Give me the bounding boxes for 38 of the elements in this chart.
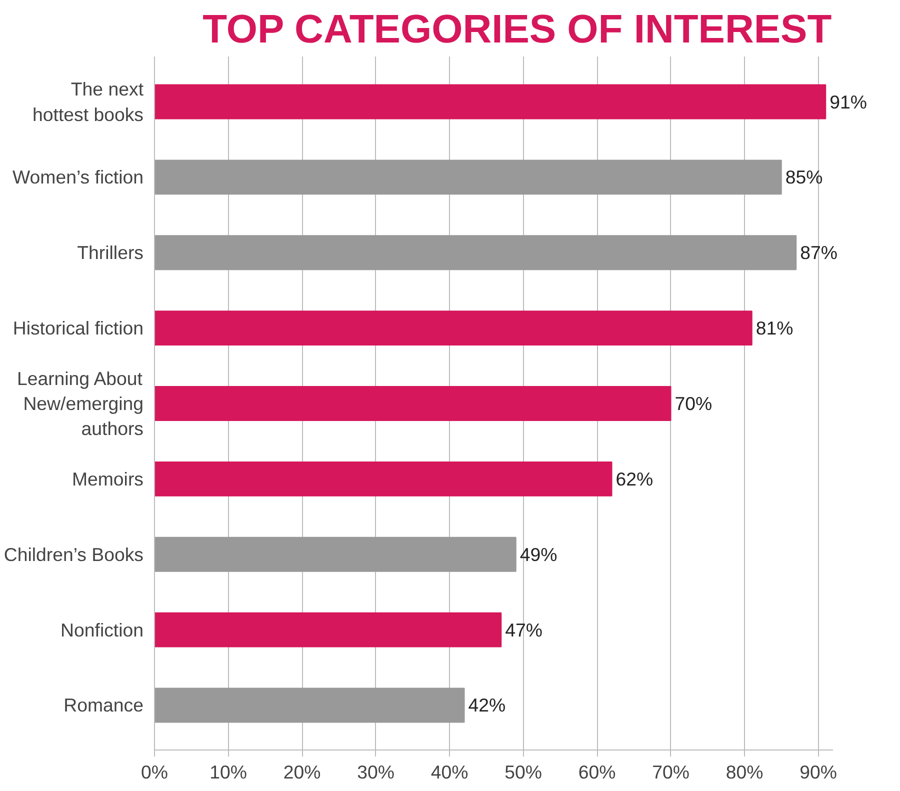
- y-tick-label: Women’s fiction: [12, 166, 144, 188]
- x-tick-label: 40%: [430, 762, 468, 782]
- y-tick-label: Romance: [64, 694, 144, 716]
- bar: [154, 688, 465, 723]
- data-label: 49%: [520, 544, 558, 565]
- x-tick-label: 60%: [578, 762, 616, 782]
- data-label: 47%: [505, 619, 542, 640]
- bar: [154, 612, 502, 648]
- data-label: 87%: [800, 242, 838, 264]
- chart-title: TOP CATEGORIES OF INTEREST: [202, 8, 832, 52]
- y-tick-label: Nonfiction: [60, 619, 144, 640]
- bar: [154, 536, 516, 572]
- bar: [154, 160, 782, 195]
- y-tick-label: Learning About New/emerging authors: [16, 368, 144, 440]
- x-tick-label: 10%: [210, 762, 247, 782]
- data-label: 91%: [830, 91, 867, 112]
- x-tick-label: 50%: [504, 762, 542, 782]
- y-tick-label: The next hottest books: [32, 78, 144, 125]
- bar: [154, 461, 612, 496]
- x-tick-label: 70%: [652, 762, 690, 782]
- x-tick-label: 30%: [357, 762, 394, 782]
- y-tick-label: Memoirs: [72, 468, 144, 490]
- x-tick-label: 0%: [141, 762, 168, 782]
- bar: [154, 386, 672, 421]
- data-label: 85%: [785, 166, 823, 188]
- bar: [154, 310, 752, 346]
- bar: [154, 84, 826, 120]
- x-tick-label: 80%: [726, 762, 764, 782]
- bar: [154, 235, 797, 270]
- data-label: 81%: [756, 318, 794, 339]
- x-tick-label: 20%: [283, 762, 321, 782]
- y-tick-label: Thrillers: [77, 242, 144, 264]
- data-label: 70%: [674, 393, 712, 414]
- x-tick-label: 90%: [800, 762, 837, 782]
- data-label: 62%: [616, 468, 654, 490]
- y-tick-label: Children’s Books: [4, 544, 144, 565]
- y-tick-label: Historical fiction: [12, 318, 144, 339]
- data-label: 42%: [468, 694, 506, 716]
